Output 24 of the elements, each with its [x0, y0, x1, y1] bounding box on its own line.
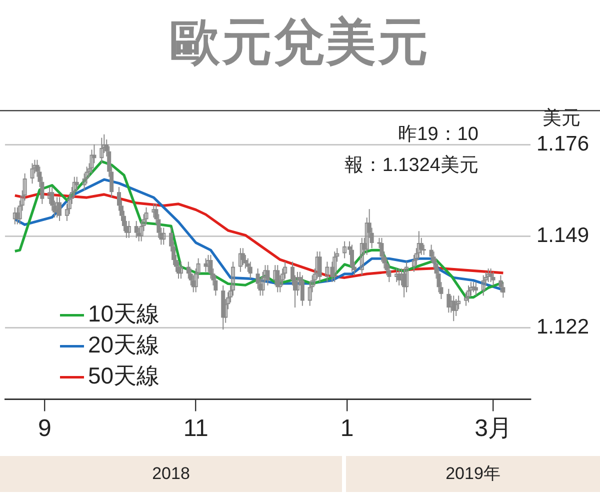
chart-title: 歐元兌美元 [169, 13, 431, 72]
candlestick [454, 298, 458, 317]
x-tick-label: 11 [183, 415, 208, 442]
candlestick [350, 244, 354, 272]
y-tick-label: 1.122 [536, 316, 590, 339]
legend-label: 10天線 [88, 300, 160, 327]
candlestick [466, 284, 470, 303]
annotation: 報：1.1324美元 [344, 154, 478, 176]
candlestick [248, 261, 252, 280]
candlestick [332, 251, 337, 283]
y-tick-label: 1.149 [536, 224, 590, 248]
candlestick [394, 268, 399, 283]
candlestick [491, 271, 496, 286]
y-axis-title: 美元 [542, 106, 580, 129]
x-tick-label: 9 [38, 415, 52, 442]
x-tick-label: 3月 [474, 415, 512, 442]
candlestick [481, 274, 486, 296]
annotation: 昨19：10 [398, 124, 478, 145]
text: 2019年 [346, 456, 600, 492]
text: 2018 [0, 456, 342, 492]
y-tick-label: 1.176 [536, 132, 590, 156]
legend-label: 20天線 [88, 332, 160, 358]
legend-label: 50天線 [88, 362, 160, 389]
x-tick-label: 1 [340, 415, 354, 442]
